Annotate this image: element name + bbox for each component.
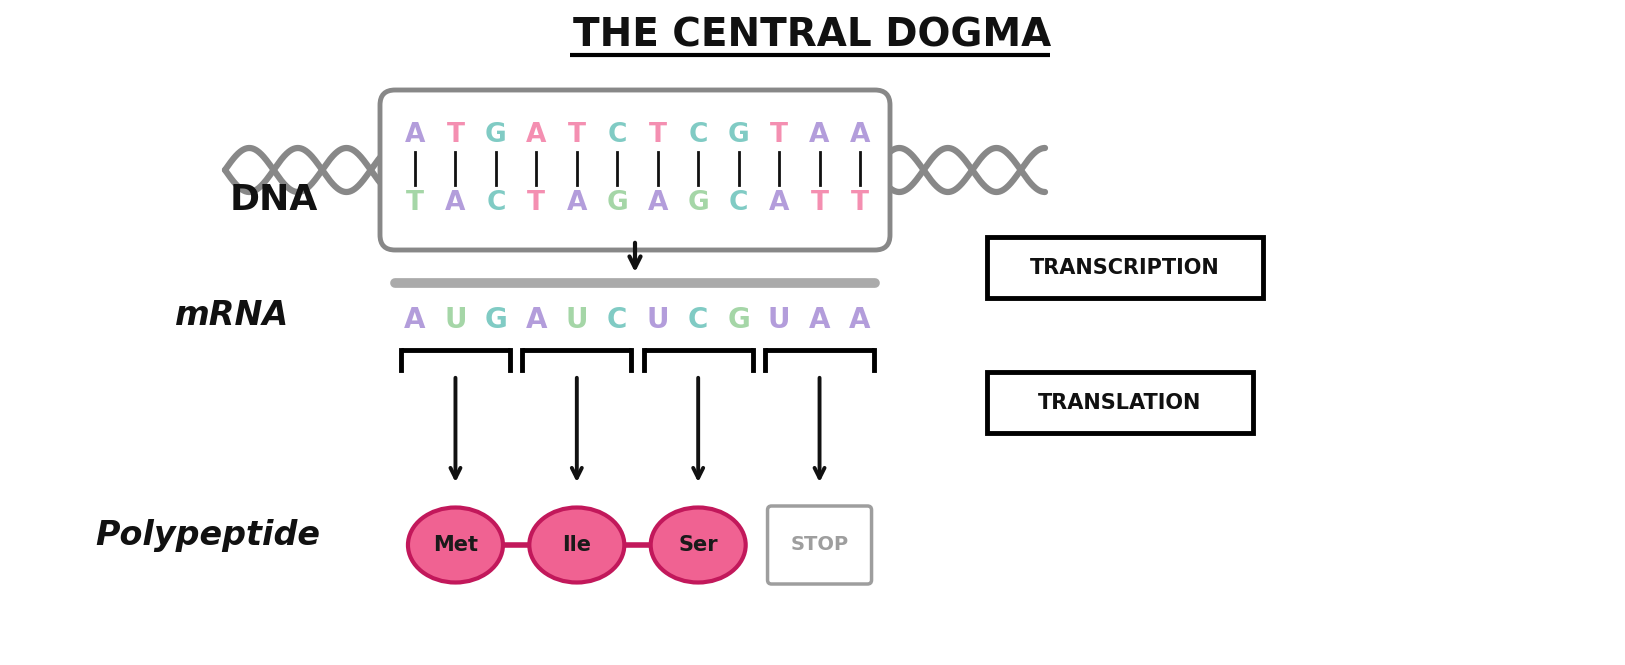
- Text: T: T: [567, 122, 587, 148]
- FancyBboxPatch shape: [986, 237, 1263, 298]
- Text: C: C: [608, 306, 627, 334]
- Text: A: A: [405, 122, 426, 148]
- Text: A: A: [647, 190, 668, 216]
- Text: T: T: [852, 190, 869, 216]
- Text: A: A: [526, 122, 546, 148]
- Text: T: T: [811, 190, 829, 216]
- Text: G: G: [728, 306, 751, 334]
- Ellipse shape: [530, 507, 624, 583]
- Text: Ile: Ile: [562, 535, 592, 555]
- Text: A: A: [769, 190, 790, 216]
- Text: U: U: [769, 306, 790, 334]
- Text: G: G: [606, 190, 629, 216]
- Text: U: U: [444, 306, 466, 334]
- Text: T: T: [648, 122, 666, 148]
- Ellipse shape: [408, 507, 504, 583]
- Text: T: T: [447, 122, 465, 148]
- Text: Polypeptide: Polypeptide: [94, 519, 320, 551]
- Text: C: C: [608, 122, 627, 148]
- Text: A: A: [525, 306, 548, 334]
- FancyBboxPatch shape: [767, 506, 871, 584]
- Text: C: C: [486, 190, 505, 216]
- Text: DNA: DNA: [231, 183, 318, 217]
- Text: T: T: [770, 122, 788, 148]
- Ellipse shape: [650, 507, 746, 583]
- Text: TRANSLATION: TRANSLATION: [1038, 393, 1202, 413]
- Text: U: U: [566, 306, 588, 334]
- Text: U: U: [647, 306, 669, 334]
- FancyBboxPatch shape: [380, 90, 891, 250]
- Text: Ser: Ser: [678, 535, 718, 555]
- Text: mRNA: mRNA: [176, 299, 289, 331]
- Text: A: A: [809, 122, 830, 148]
- FancyBboxPatch shape: [986, 372, 1253, 433]
- Text: Met: Met: [432, 535, 478, 555]
- Text: TRANSCRIPTION: TRANSCRIPTION: [1030, 258, 1220, 278]
- Text: A: A: [850, 122, 871, 148]
- Text: C: C: [689, 122, 708, 148]
- Text: T: T: [528, 190, 546, 216]
- Text: C: C: [687, 306, 708, 334]
- Text: C: C: [730, 190, 749, 216]
- Text: STOP: STOP: [790, 535, 848, 555]
- Text: A: A: [567, 190, 587, 216]
- Text: A: A: [445, 190, 466, 216]
- Text: G: G: [687, 190, 708, 216]
- Text: A: A: [405, 306, 426, 334]
- Text: G: G: [484, 122, 507, 148]
- Text: A: A: [809, 306, 830, 334]
- Text: G: G: [484, 306, 507, 334]
- Text: THE CENTRAL DOGMA: THE CENTRAL DOGMA: [574, 16, 1051, 54]
- Text: A: A: [850, 306, 871, 334]
- Text: T: T: [406, 190, 424, 216]
- Text: G: G: [728, 122, 749, 148]
